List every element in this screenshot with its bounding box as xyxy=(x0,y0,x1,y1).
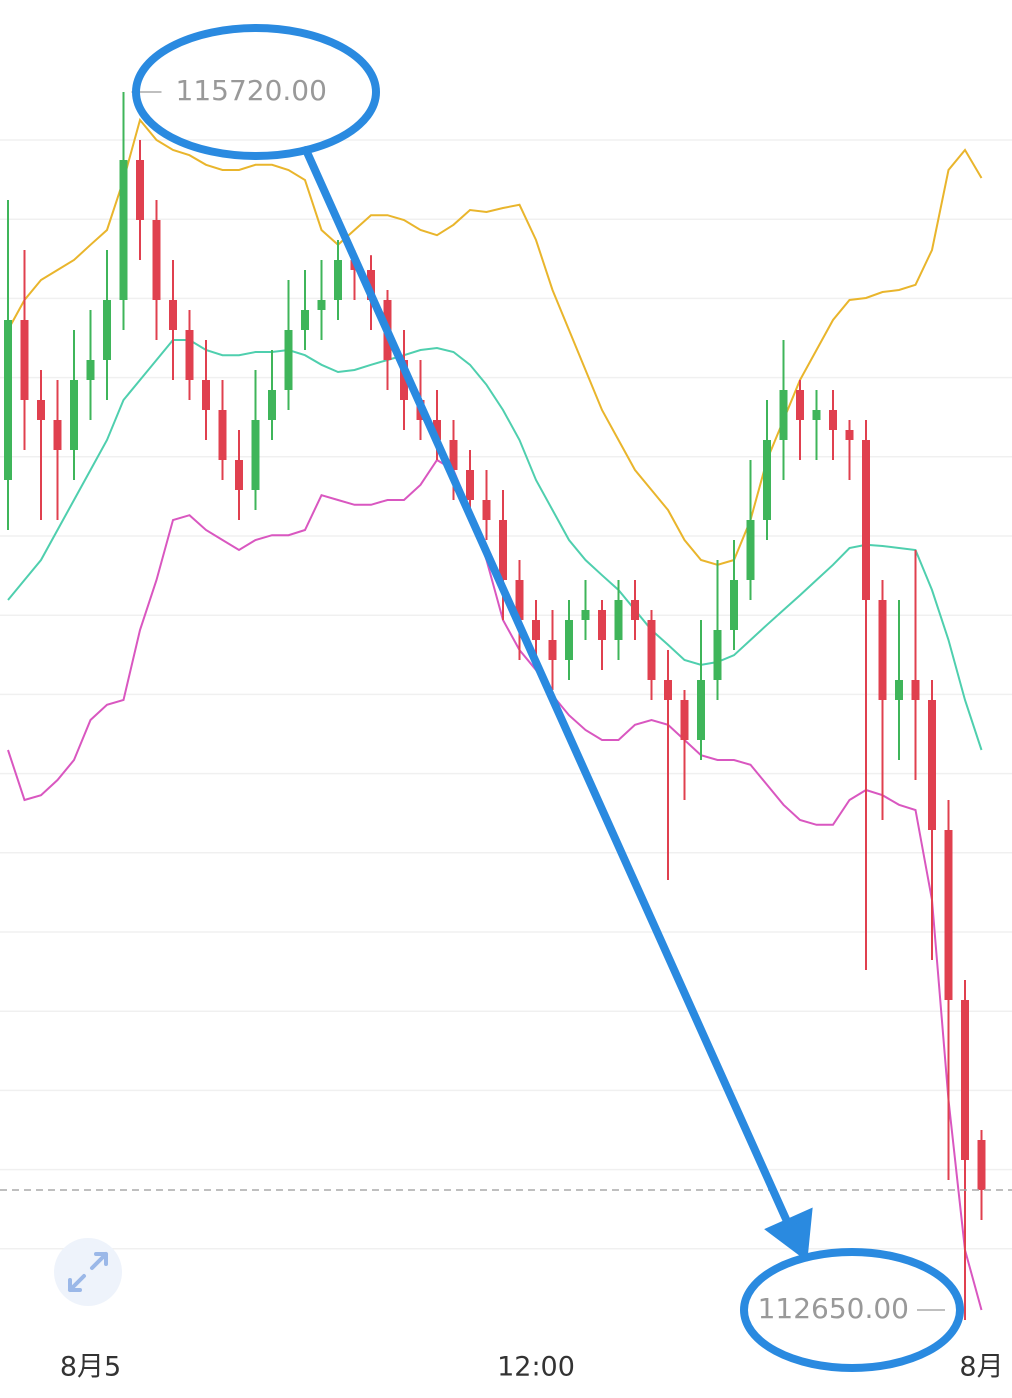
arrow-line xyxy=(302,146,794,1232)
candle-body xyxy=(367,270,375,300)
candle-body xyxy=(86,360,95,380)
candle-body xyxy=(119,160,128,300)
candle-body xyxy=(961,1000,969,1160)
candle-body xyxy=(911,680,920,700)
candle-body xyxy=(763,440,771,520)
candle-body xyxy=(20,320,29,400)
candle-body xyxy=(301,310,309,330)
candle-body xyxy=(251,420,260,490)
candle-body xyxy=(235,460,243,490)
candle-body xyxy=(53,420,62,450)
x-tick-label: 12:00 xyxy=(497,1352,575,1383)
grid xyxy=(0,139,1012,1250)
candle-body xyxy=(202,380,210,410)
highlight-circle xyxy=(740,1248,964,1372)
candle-body xyxy=(878,600,887,700)
candle-body xyxy=(779,390,788,440)
candle-body xyxy=(400,360,408,400)
candle-body xyxy=(697,680,705,740)
candle-body xyxy=(895,680,903,700)
candle-body xyxy=(4,320,12,480)
x-tick-label: 8月5 xyxy=(60,1352,121,1383)
candle-body xyxy=(70,380,78,450)
candle-body xyxy=(746,520,755,580)
band-line xyxy=(7,339,983,751)
annotation-label: 112650.00 xyxy=(758,1292,909,1325)
arrow-head xyxy=(764,1207,813,1262)
candle-body xyxy=(944,830,953,1000)
candle-body xyxy=(515,580,524,620)
candle-body xyxy=(647,620,656,680)
candle-body xyxy=(829,410,837,430)
candle-body xyxy=(713,630,722,680)
candle-body xyxy=(185,330,194,380)
candle-body xyxy=(565,620,573,660)
candle-body xyxy=(317,300,326,310)
candle-body xyxy=(928,700,936,830)
candle-body xyxy=(631,600,639,620)
candle-body xyxy=(548,640,557,660)
candle-body xyxy=(103,300,111,360)
candle-body xyxy=(482,500,491,520)
candle-body xyxy=(284,330,293,390)
candle-body xyxy=(730,580,738,630)
candle-body xyxy=(334,260,342,300)
annotation-drawing xyxy=(132,24,964,1372)
candle-body xyxy=(796,390,804,420)
candle-body xyxy=(532,620,540,640)
candle-body xyxy=(614,600,623,640)
candle-body xyxy=(680,700,689,740)
candle-body xyxy=(862,440,870,600)
candle-body xyxy=(449,440,458,470)
expand-icon[interactable] xyxy=(68,1252,108,1292)
candle-body xyxy=(812,410,821,420)
candle-body xyxy=(845,430,854,440)
highlight-circle xyxy=(132,24,380,160)
candle-body xyxy=(664,680,672,700)
expand-bg[interactable] xyxy=(54,1238,122,1306)
candle-body xyxy=(136,160,144,220)
annotation-label: 115720.00 xyxy=(176,74,327,107)
candle-body xyxy=(977,1140,986,1190)
candle-body xyxy=(169,300,177,330)
candle-body xyxy=(37,400,45,420)
plot-area: 115720.00 112650.00 xyxy=(0,74,1012,1325)
candle-body xyxy=(581,610,590,620)
candle-body xyxy=(268,390,276,420)
candle-body xyxy=(598,610,606,640)
x-tick-label: 8月 xyxy=(959,1352,1003,1383)
candle-body xyxy=(152,220,161,300)
candle-body xyxy=(466,470,474,500)
candle-body xyxy=(433,420,441,440)
candle-body xyxy=(218,410,227,460)
candle-body xyxy=(499,520,507,580)
band-line xyxy=(7,458,983,1311)
expand-button[interactable] xyxy=(54,1238,122,1306)
band-line xyxy=(7,117,983,566)
